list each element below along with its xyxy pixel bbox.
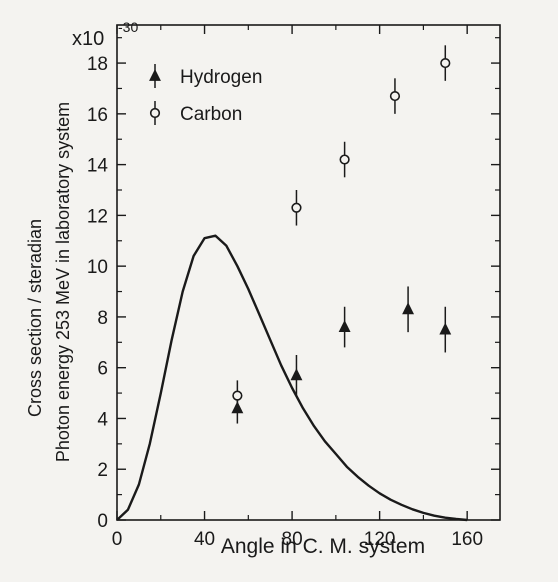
y-multiplier-base: x10 — [72, 28, 104, 50]
hydrogen-marker — [402, 302, 415, 315]
legend-hydrogen-label: Hydrogen — [180, 67, 262, 88]
x-axis-label: Angle in C. M. system — [221, 535, 425, 558]
carbon-marker — [232, 390, 243, 401]
hydrogen-marker — [290, 368, 303, 381]
y-tick-label: 16 — [87, 105, 108, 126]
hydrogen-marker — [439, 322, 452, 335]
y-tick-label: 6 — [97, 359, 108, 380]
x-tick-label: 0 — [112, 529, 123, 550]
legend-carbon-marker — [149, 107, 161, 119]
hydrogen-marker — [338, 320, 351, 332]
y-tick-label: 8 — [97, 308, 108, 329]
y-axis-label-line2: Photon energy 253 MeV in laboratory syst… — [53, 102, 73, 462]
y-tick-label: 10 — [87, 257, 108, 278]
x-tick-label: 160 — [451, 529, 483, 550]
carbon-point — [440, 45, 451, 81]
legend-hydrogen-marker — [149, 69, 161, 81]
hydrogen-point — [439, 306, 452, 353]
curve-layer — [116, 234, 468, 522]
legend-item-hydrogen: Hydrogen — [149, 64, 262, 88]
legend-carbon-label: Carbon — [180, 104, 242, 125]
legend: Hydrogen Carbon — [149, 64, 262, 125]
hydrogen-point — [338, 306, 351, 348]
carbon-marker — [440, 57, 451, 69]
carbon-marker — [339, 154, 350, 165]
plot-frame — [116, 24, 501, 521]
labels-layer: x10 -30 Angle in C. M. system Cross sect… — [25, 19, 425, 558]
carbon-point — [232, 380, 243, 411]
x-tick-label: 120 — [364, 529, 396, 550]
points-layer — [231, 45, 452, 424]
y-tick-label: 12 — [87, 206, 108, 227]
y-axis-label-line1: Cross section / steradian — [25, 219, 45, 417]
carbon-marker — [389, 90, 401, 102]
y-tick-label: 0 — [97, 511, 108, 532]
plot-frame-layer: 0 40 80 120 160 0 2 4 6 8 10 12 14 16 18 — [87, 24, 501, 550]
y-tick-label: 18 — [87, 54, 108, 75]
y-tick-label: 2 — [97, 460, 108, 481]
y-multiplier-exponent: -30 — [118, 19, 138, 35]
hydrogen-point — [290, 355, 303, 396]
theory-curve — [116, 234, 468, 522]
x-tick-label: 40 — [194, 529, 215, 550]
carbon-point — [291, 190, 302, 226]
hydrogen-point — [402, 286, 415, 333]
legend-item-carbon: Carbon — [149, 101, 242, 125]
x-tick-label: 80 — [282, 529, 303, 550]
y-tick-label: 14 — [87, 156, 109, 177]
carbon-point — [339, 141, 350, 178]
y-tick-label: 4 — [97, 409, 108, 430]
carbon-point — [389, 78, 401, 114]
carbon-marker — [291, 202, 302, 213]
